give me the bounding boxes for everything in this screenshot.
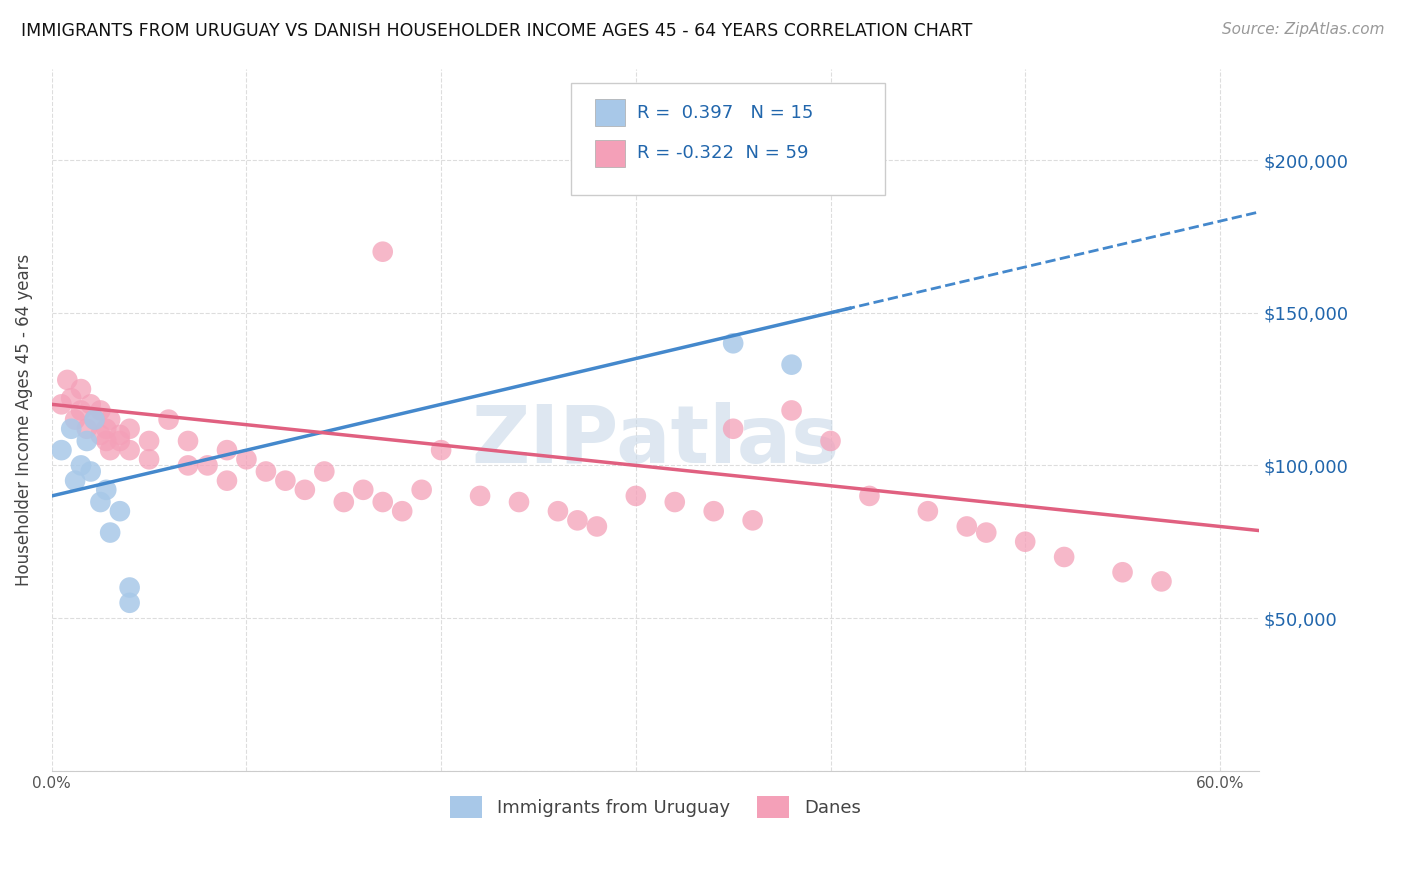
Point [1150, 574, 1173, 589]
Text: R =  0.397   N = 15: R = 0.397 N = 15 [637, 103, 814, 121]
Point [108, 428, 131, 442]
Point [96, 483, 118, 497]
Point [664, 495, 686, 509]
Point [89, 403, 111, 417]
Point [70, 458, 93, 473]
Bar [595, 99, 626, 126]
Point [294, 483, 316, 497]
Point [63, 474, 86, 488]
Point [586, 519, 609, 533]
Point [51, 397, 73, 411]
Text: IMMIGRANTS FROM URUGUAY VS DANISH HOUSEHOLDER INCOME AGES 45 - 64 YEARS CORRELAT: IMMIGRANTS FROM URUGUAY VS DANISH HOUSEH… [21, 22, 973, 40]
Point [96, 434, 118, 448]
Point [741, 513, 763, 527]
Point [60, 391, 83, 405]
Point [820, 434, 842, 448]
Point [108, 504, 131, 518]
Point [721, 336, 744, 351]
Point [76, 422, 98, 436]
Y-axis label: Householder Income Ages 45 - 64 years: Householder Income Ages 45 - 64 years [15, 253, 32, 586]
Point [780, 358, 803, 372]
Text: ZIPatlas: ZIPatlas [471, 401, 839, 480]
Point [83, 412, 105, 426]
Point [547, 504, 569, 518]
Point [314, 465, 336, 479]
Point [80, 397, 103, 411]
Point [70, 403, 93, 417]
Point [118, 581, 141, 595]
Point [1111, 566, 1133, 580]
Point [89, 428, 111, 442]
Bar [595, 140, 626, 167]
Point [508, 495, 530, 509]
Point [235, 452, 257, 467]
Point [274, 474, 297, 488]
Point [215, 443, 238, 458]
Point [70, 382, 93, 396]
Point [721, 422, 744, 436]
Point [177, 434, 200, 448]
Point [371, 495, 394, 509]
Point [352, 483, 374, 497]
Point [157, 412, 180, 426]
Text: R = -0.322  N = 59: R = -0.322 N = 59 [637, 145, 808, 162]
Point [917, 504, 939, 518]
Point [703, 504, 725, 518]
Point [56, 373, 79, 387]
Point [108, 434, 131, 448]
Point [98, 412, 121, 426]
Point [197, 458, 219, 473]
Point [956, 519, 979, 533]
Point [254, 465, 277, 479]
Point [468, 489, 491, 503]
Point [118, 596, 141, 610]
Point [215, 474, 238, 488]
Point [138, 452, 160, 467]
Point [118, 443, 141, 458]
Point [974, 525, 997, 540]
Point [858, 489, 880, 503]
Point [96, 422, 118, 436]
Point [1014, 534, 1036, 549]
Legend: Immigrants from Uruguay, Danes: Immigrants from Uruguay, Danes [443, 789, 868, 825]
Point [51, 443, 73, 458]
Point [60, 422, 83, 436]
Point [89, 495, 111, 509]
Point [567, 513, 589, 527]
FancyBboxPatch shape [571, 83, 884, 195]
Point [98, 525, 121, 540]
Point [118, 422, 141, 436]
Text: Source: ZipAtlas.com: Source: ZipAtlas.com [1222, 22, 1385, 37]
Point [98, 443, 121, 458]
Point [76, 434, 98, 448]
Point [391, 504, 413, 518]
Point [83, 412, 105, 426]
Point [138, 434, 160, 448]
Point [430, 443, 453, 458]
Point [80, 465, 103, 479]
Point [63, 412, 86, 426]
Point [333, 495, 356, 509]
Point [371, 244, 394, 259]
Point [177, 458, 200, 473]
Point [1053, 549, 1076, 564]
Point [411, 483, 433, 497]
Point [624, 489, 647, 503]
Point [780, 403, 803, 417]
